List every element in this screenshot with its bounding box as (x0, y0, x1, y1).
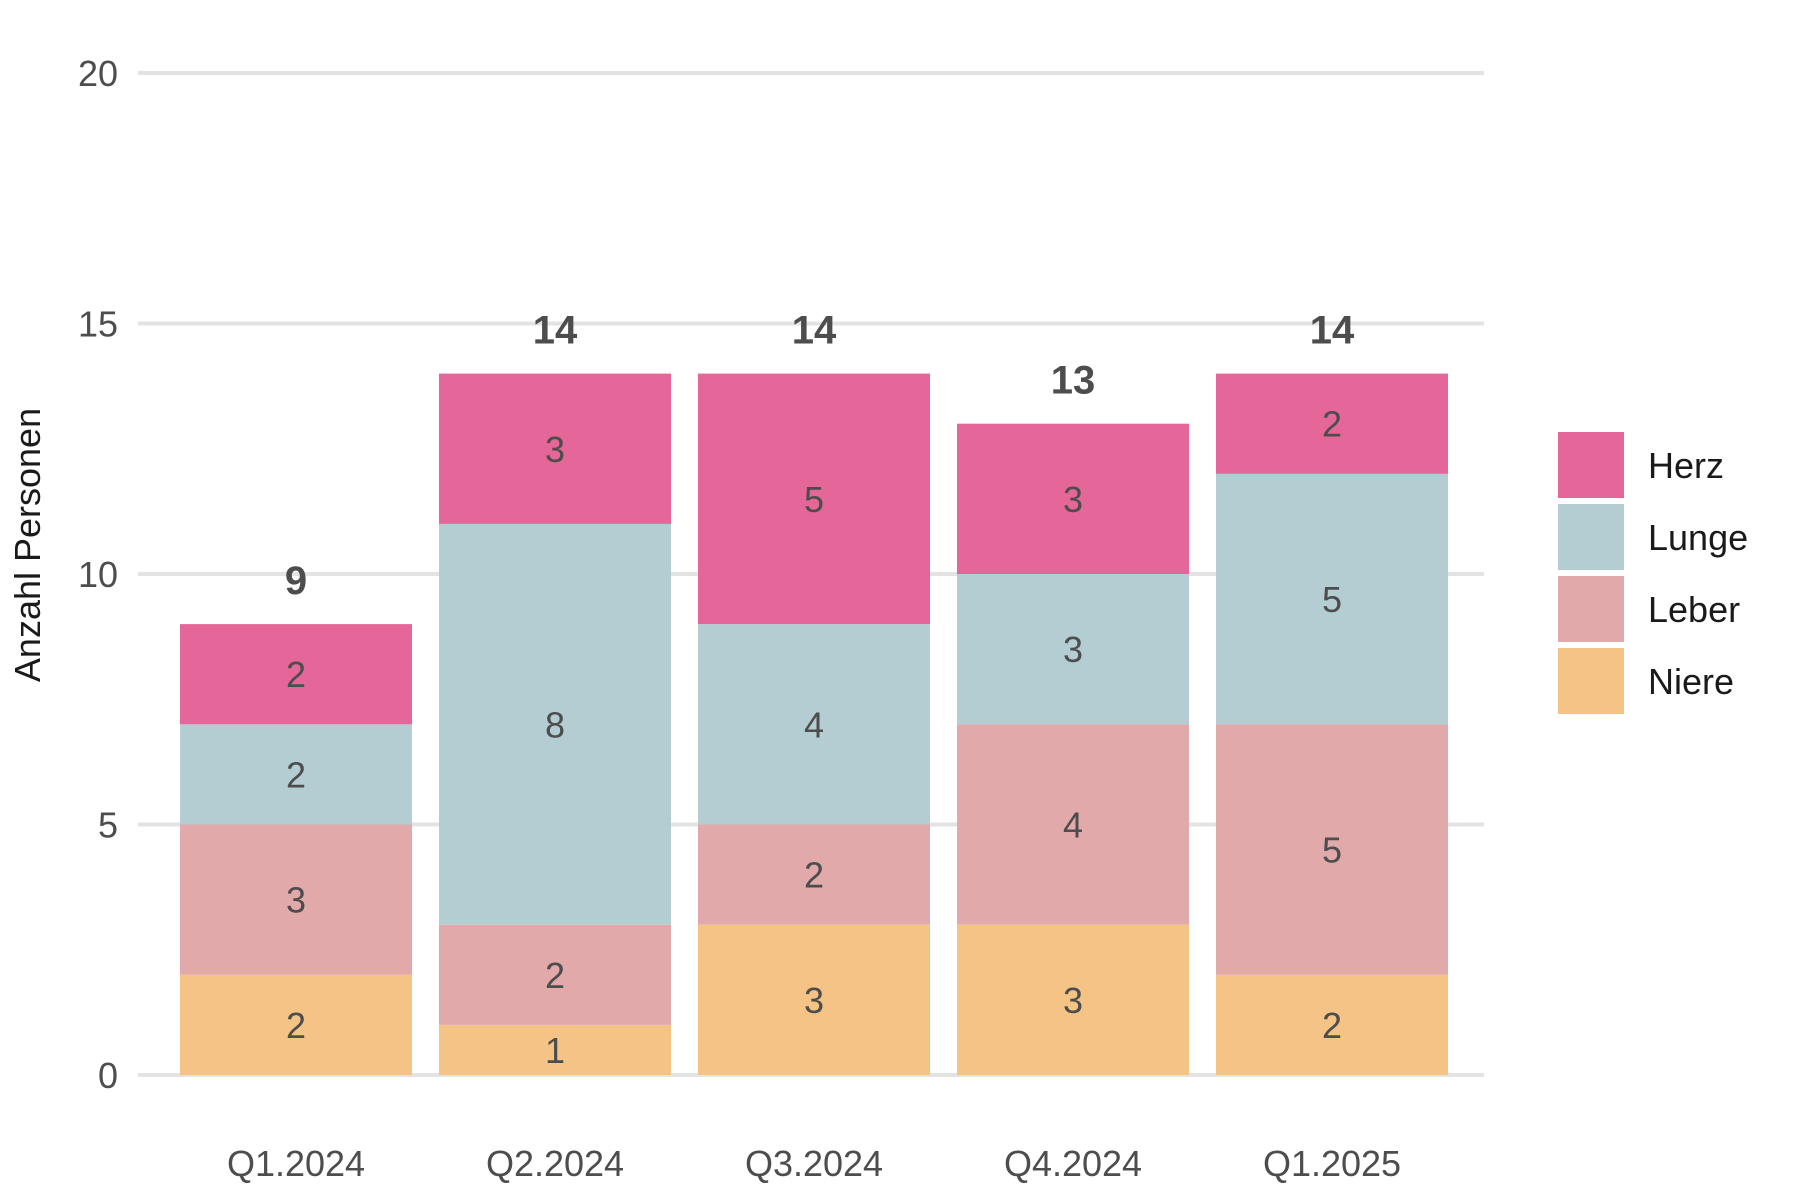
bar-segment-niere (180, 974, 412, 1075)
x-tick-label: Q3.2024 (745, 1143, 883, 1184)
bars (180, 373, 1448, 1075)
legend-key-leber (1558, 576, 1624, 642)
y-tick-label: 15 (78, 304, 118, 345)
bar-segment-niere (1216, 974, 1448, 1075)
bar-segment-herz (957, 423, 1189, 574)
y-tick-label: 10 (78, 554, 118, 595)
segment-value-label: 2 (1322, 404, 1342, 445)
segment-value-label: 2 (545, 955, 565, 996)
y-tick-label: 20 (78, 53, 118, 94)
legend-key-lunge (1558, 504, 1624, 570)
bar-segment-lunge (698, 624, 930, 825)
total-value-label: 13 (1051, 359, 1096, 403)
bar-segment-lunge (957, 574, 1189, 725)
legend-label-leber: Leber (1648, 589, 1740, 630)
x-tick-label: Q1.2024 (227, 1143, 365, 1184)
segment-value-label: 3 (1063, 980, 1083, 1021)
x-tick-label: Q2.2024 (486, 1143, 624, 1184)
bar-segment-herz (698, 373, 930, 625)
segment-value-label: 8 (545, 704, 565, 745)
bar-segment-niere (698, 924, 930, 1075)
segment-value-label: 3 (286, 880, 306, 921)
y-axis-ticks: 0 5 10 15 20 (78, 53, 118, 1096)
segment-labels: 2 3 2 2 1 2 8 3 3 2 4 5 3 4 3 3 2 5 5 2 (286, 404, 1342, 1071)
segment-value-label: 5 (804, 479, 824, 520)
segment-value-label: 2 (804, 855, 824, 896)
bar-segment-lunge (439, 523, 671, 925)
segment-value-label: 2 (286, 754, 306, 795)
bar-segment-leber (698, 824, 930, 925)
segment-value-label: 1 (545, 1030, 565, 1071)
segment-value-label: 5 (1322, 579, 1342, 620)
segment-value-label: 2 (1322, 1005, 1342, 1046)
legend: Herz Lunge Leber Niere (1558, 432, 1748, 714)
bar-segment-leber (957, 724, 1189, 925)
x-axis-ticks: Q1.2024 Q2.2024 Q3.2024 Q4.2024 Q1.2025 (227, 1143, 1401, 1184)
legend-key-herz (1558, 432, 1624, 498)
bar-segment-herz (1216, 373, 1448, 474)
bar-segment-lunge (180, 724, 412, 825)
y-tick-label: 5 (98, 805, 118, 846)
bar-segment-leber (180, 824, 412, 975)
y-tick-label: 0 (98, 1055, 118, 1096)
bar-segment-herz (439, 373, 671, 524)
segment-value-label: 4 (804, 704, 824, 745)
bar-segment-leber (439, 924, 671, 1025)
total-value-label: 14 (792, 309, 837, 353)
legend-key-niere (1558, 648, 1624, 714)
bar-segment-niere (957, 924, 1189, 1075)
legend-label-herz: Herz (1648, 445, 1724, 486)
segment-value-label: 3 (545, 429, 565, 470)
legend-label-niere: Niere (1648, 661, 1734, 702)
segment-value-label: 5 (1322, 830, 1342, 871)
segment-value-label: 2 (286, 1005, 306, 1046)
total-value-label: 14 (533, 309, 578, 353)
y-axis-title: Anzahl Personen (7, 408, 48, 682)
total-value-label: 9 (285, 559, 307, 603)
bar-segment-niere (439, 1024, 671, 1075)
segment-value-label: 3 (804, 980, 824, 1021)
bar-segment-leber (1216, 724, 1448, 975)
bar-segment-herz (180, 624, 412, 725)
legend-label-lunge: Lunge (1648, 517, 1748, 558)
segment-value-label: 3 (1063, 629, 1083, 670)
segment-value-label: 3 (1063, 479, 1083, 520)
total-value-label: 14 (1310, 309, 1355, 353)
segment-value-label: 2 (286, 654, 306, 695)
x-tick-label: Q1.2025 (1263, 1143, 1401, 1184)
segment-value-label: 4 (1063, 805, 1083, 846)
x-tick-label: Q4.2024 (1004, 1143, 1142, 1184)
total-labels: 9 14 14 13 14 (285, 309, 1355, 603)
bar-segment-lunge (1216, 473, 1448, 725)
